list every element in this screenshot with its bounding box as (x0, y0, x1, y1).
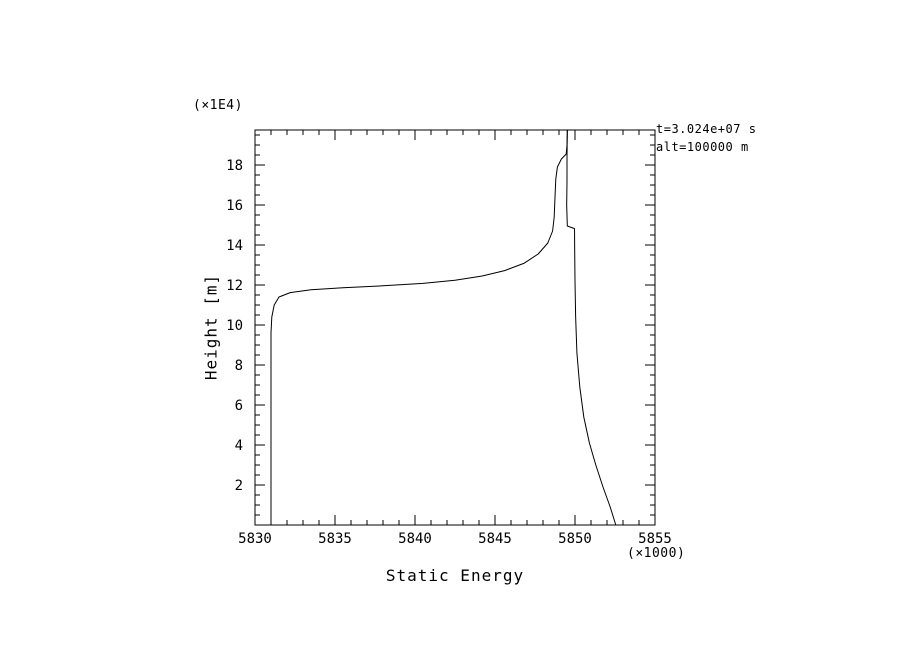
y-tick-label: 18 (226, 158, 243, 174)
y-tick-label: 10 (226, 318, 243, 334)
y-tick-label: 6 (235, 398, 243, 414)
static-energy-profile-left-line (270, 129, 568, 526)
y-tick-label: 14 (226, 238, 243, 254)
y-tick-label: 12 (226, 278, 243, 294)
x-tick-label: 5850 (558, 531, 592, 547)
y-tick-label: 8 (235, 358, 243, 374)
y-tick-label: 4 (235, 438, 243, 454)
y-axis-title: Height [m] (201, 273, 221, 381)
x-axis-title: Static Energy (385, 566, 525, 585)
x-axis-unit-label: (×1000) (627, 546, 686, 561)
annotation-altitude: alt=100000 m (656, 140, 749, 154)
plot-frame (254, 129, 656, 526)
y-axis-unit-label: (×1E4) (193, 98, 243, 113)
annotation-block: t=3.024e+07 s alt=100000 m (656, 120, 756, 156)
static-energy-profile-right-line (566, 129, 617, 526)
x-tick-label: 5855 (638, 531, 672, 547)
x-tick-label: 5840 (398, 531, 432, 547)
annotation-time: t=3.024e+07 s (656, 122, 757, 136)
y-tick-label: 16 (226, 198, 243, 214)
x-tick-label: 5835 (318, 531, 352, 547)
x-tick-label: 5830 (238, 531, 272, 547)
y-tick-label: 2 (235, 478, 243, 494)
x-tick-label: 5845 (478, 531, 512, 547)
